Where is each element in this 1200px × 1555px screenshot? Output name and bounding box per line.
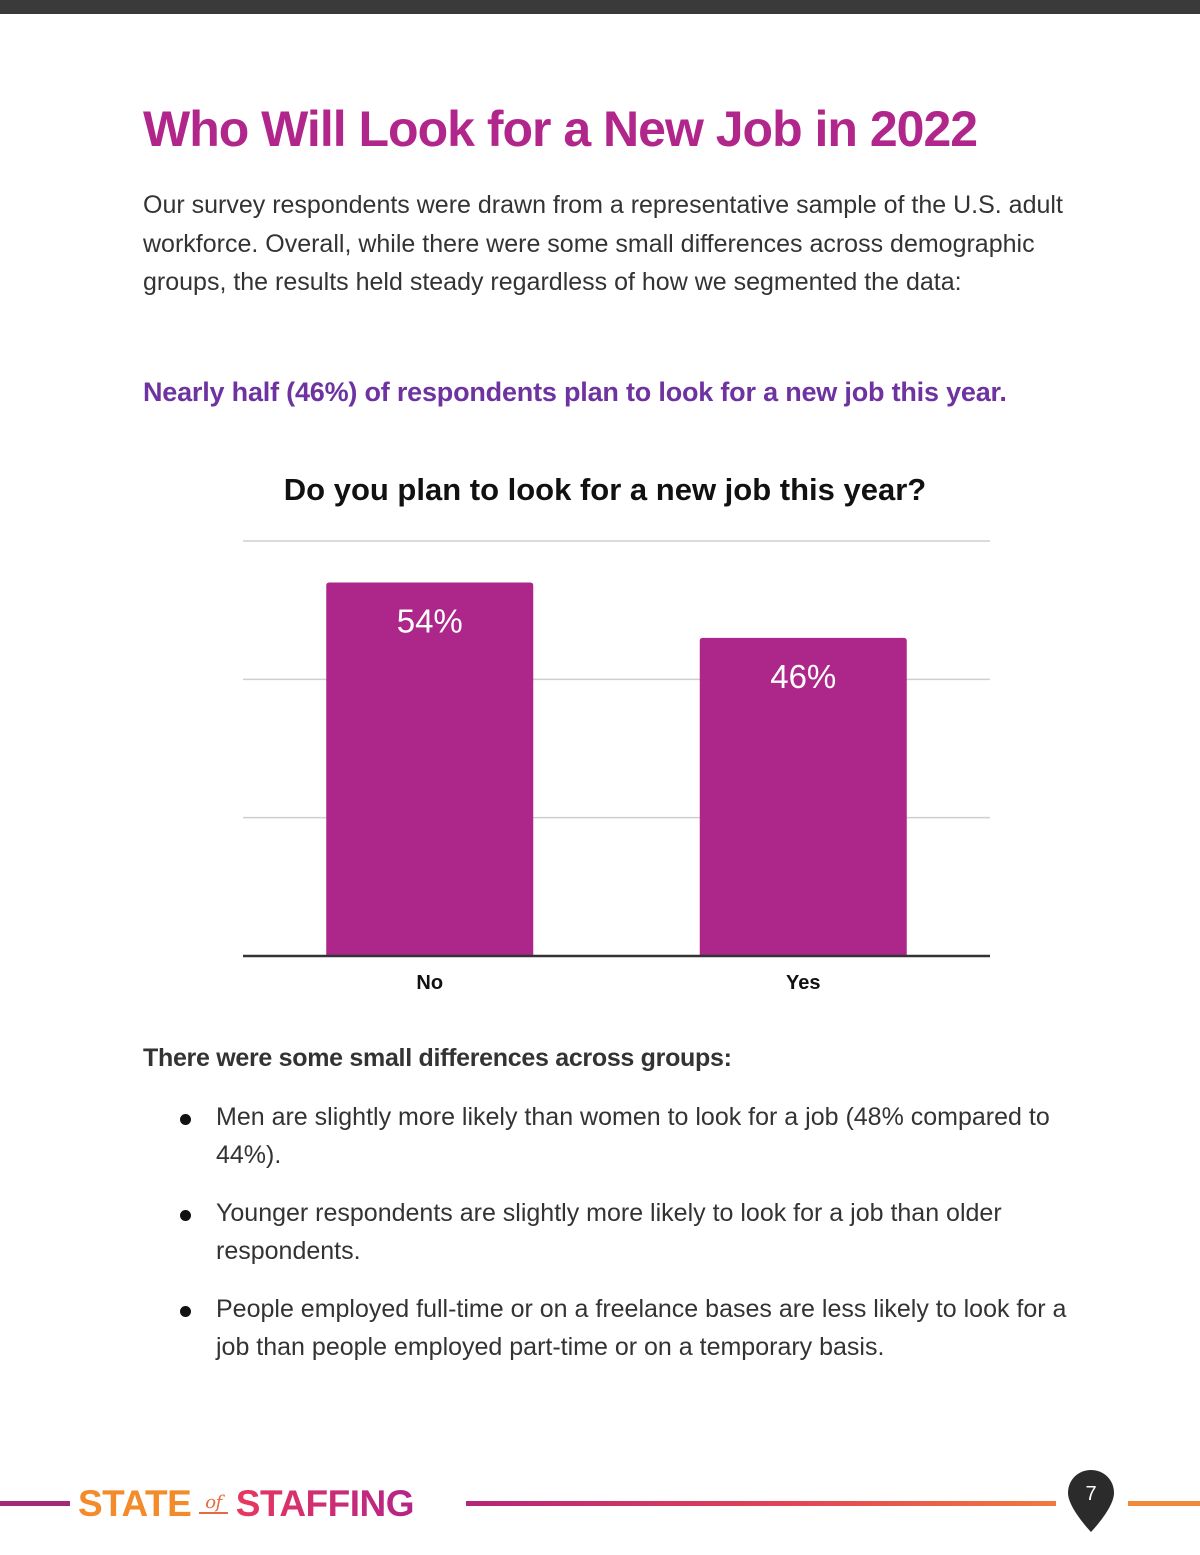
logo-staffing-text: STAFFING	[235, 1483, 415, 1524]
footer-rule-right	[1128, 1501, 1200, 1506]
bar-chart: 54% No 46% Yes	[243, 540, 990, 994]
top-bar	[0, 0, 1200, 14]
chart-data-label: 46%	[770, 658, 836, 695]
chart-bar-yes	[699, 637, 907, 956]
state-of-staffing-logo: STATE of STAFFING	[78, 1482, 415, 1526]
chart-title: Do you plan to look for a new job this y…	[283, 472, 927, 507]
chart-data-label: 54%	[397, 603, 463, 640]
footer-rule-middle	[466, 1501, 1056, 1506]
chart-category-label: No	[416, 972, 443, 994]
page-number: 7	[1085, 1483, 1097, 1505]
list-item: People employed full-time or on a freela…	[143, 1290, 1103, 1366]
chart-category-label: Yes	[786, 972, 820, 994]
page-marker-icon	[1068, 1470, 1114, 1532]
list-item: Men are slightly more likely than women …	[143, 1098, 1103, 1174]
bullet-dot-icon	[180, 1114, 191, 1125]
chart-bar-no	[326, 582, 534, 956]
page-title: Who Will Look for a New Job in 2022	[143, 101, 978, 157]
list-item-text: People employed full-time or on a freela…	[216, 1295, 1067, 1361]
bullet-dot-icon	[180, 1306, 191, 1317]
key-finding: Nearly half (46%) of respondents plan to…	[143, 377, 1007, 407]
list-item-text: Men are slightly more likely than women …	[216, 1103, 1050, 1169]
list-item: Younger respondents are slightly more li…	[143, 1194, 1103, 1270]
intro-paragraph: Our survey respondents were drawn from a…	[143, 191, 1063, 296]
list-item-text: Younger respondents are slightly more li…	[216, 1199, 1002, 1265]
footer-rule-left	[0, 1501, 70, 1506]
section-heading: There were some small differences across…	[143, 1044, 732, 1072]
logo-of-text: of	[199, 1494, 228, 1514]
differences-list: Men are slightly more likely than women …	[143, 1098, 1103, 1386]
bullet-dot-icon	[180, 1210, 191, 1221]
logo-state-text: STATE	[78, 1483, 192, 1524]
